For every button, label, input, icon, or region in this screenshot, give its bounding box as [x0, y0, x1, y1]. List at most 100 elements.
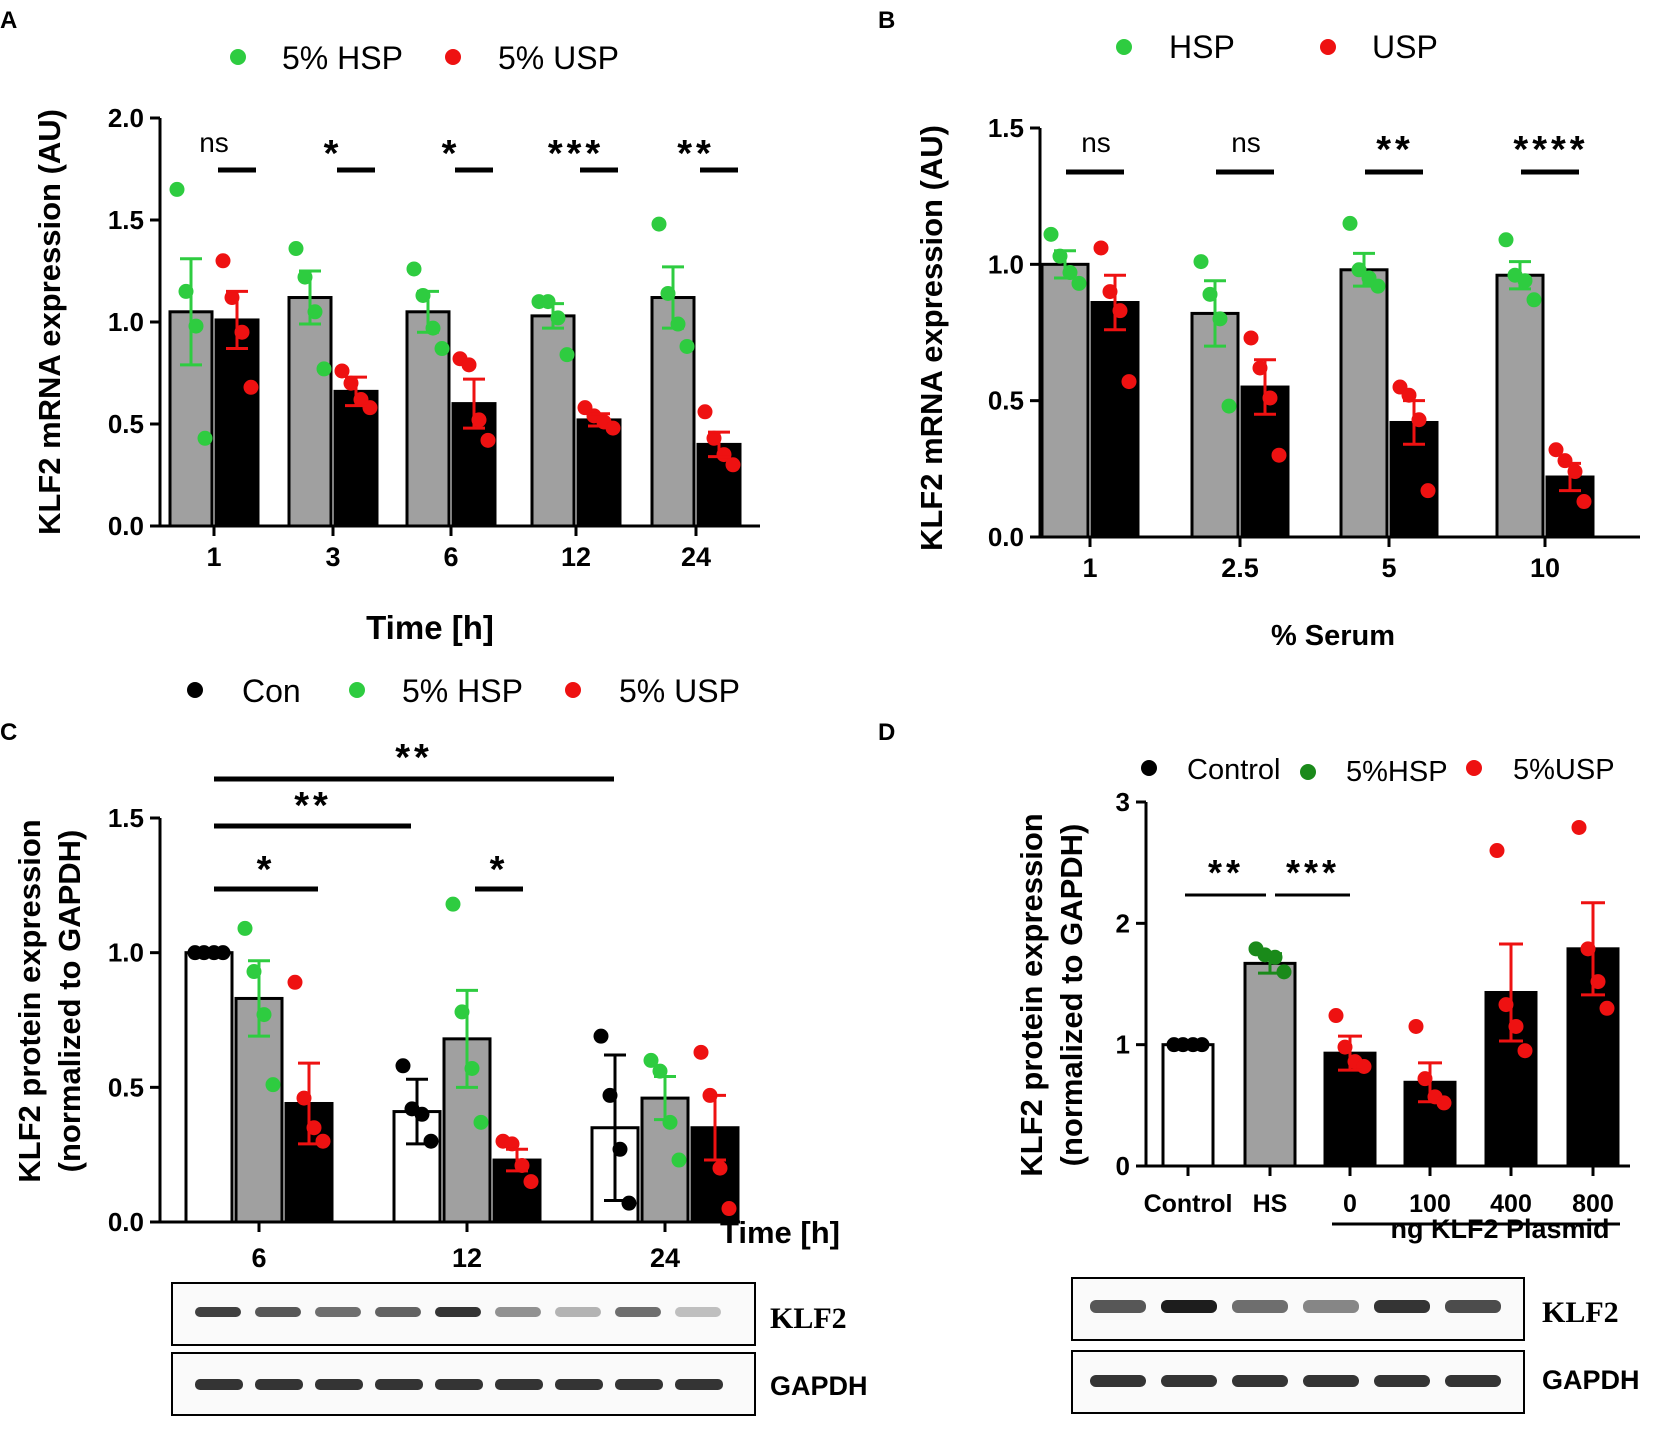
panel-d-chart: Control 5%HSP 5%USP KLF2 protein express…: [1014, 754, 1640, 1414]
data-point: [237, 920, 253, 936]
gapdh-band: [1445, 1375, 1501, 1387]
gapdh-band: [315, 1379, 363, 1390]
x-tick-label: 12: [452, 1243, 482, 1273]
data-point: [1121, 374, 1137, 390]
x-tick-label: 1: [206, 542, 221, 572]
klf2-band: [1232, 1300, 1288, 1313]
data-point: [197, 430, 213, 446]
data-point: [1576, 494, 1592, 510]
y-axis-label-2: (normalized to GAPDH): [52, 830, 87, 1173]
y-axis-label: KLF2 protein expression: [12, 819, 47, 1182]
significance-label: ****: [1513, 129, 1588, 171]
x-axis-label: ng KLF2 Plasmid: [1390, 1214, 1609, 1244]
data-point: [1193, 254, 1209, 270]
klf2-band: [1161, 1300, 1217, 1313]
y-tick-label: 0.0: [108, 511, 144, 541]
legend-label-usp: USP: [1372, 29, 1438, 65]
panel-b-legend: HSP USP: [1116, 29, 1438, 65]
legend-label-control: Control: [1187, 754, 1281, 786]
significance-label: ***: [1286, 852, 1340, 893]
x-axis-label: Time [h]: [366, 609, 494, 646]
y-tick-label: 0.5: [988, 386, 1024, 416]
data-point: [693, 1044, 709, 1060]
blot-label-klf2: KLF2: [770, 1302, 847, 1335]
significance-label: **: [1376, 129, 1414, 171]
panel-a-chart: 5% HSP 5% USP KLF2 mRNA expression (AU) …: [32, 40, 760, 646]
bar-usp: [1090, 301, 1140, 539]
data-point: [1498, 232, 1514, 248]
x-tick-label: 24: [650, 1243, 680, 1273]
bar-5-usp: [576, 418, 622, 528]
data-point: [643, 1052, 659, 1068]
legend-marker-usp: [1466, 760, 1482, 776]
legend-marker-hsp: [1300, 764, 1316, 780]
data-point: [652, 1063, 668, 1079]
panel-a-legend: 5% HSP 5% USP: [230, 40, 619, 76]
data-point: [697, 404, 713, 420]
data-point: [721, 1201, 737, 1217]
data-point: [1517, 1043, 1533, 1059]
x-tick-label: 400: [1490, 1190, 1532, 1218]
bar-control: [1161, 1043, 1215, 1168]
panel-label-a: A: [0, 7, 17, 34]
gapdh-band: [435, 1379, 483, 1390]
gapdh-band: [1303, 1375, 1359, 1387]
panel-label-c: C: [0, 719, 17, 746]
bar-hsp: [1040, 262, 1090, 539]
blot-label-klf2: KLF2: [1542, 1296, 1619, 1329]
y-tick-label: 3: [1116, 787, 1130, 817]
klf2-band: [315, 1307, 361, 1317]
data-point: [1599, 1000, 1615, 1016]
gapdh-band: [1161, 1375, 1217, 1387]
bar-5-hsp: [287, 296, 333, 528]
data-point: [1436, 1095, 1452, 1111]
panel-c-legend: Con 5% HSP 5% USP: [187, 673, 740, 709]
bar-hsp: [1339, 268, 1389, 539]
y-tick-label: 2: [1116, 908, 1130, 938]
data-point: [605, 420, 621, 436]
data-point: [215, 253, 231, 269]
x-tick-label: 800: [1572, 1190, 1614, 1218]
x-tick-label: Control: [1144, 1190, 1233, 1218]
legend-label-hsp: 5% HSP: [282, 40, 403, 76]
significance-label: *: [324, 133, 343, 175]
data-point: [671, 1152, 687, 1168]
significance-label: **: [395, 737, 433, 779]
x-tick-label: 24: [681, 542, 711, 572]
data-point: [712, 1160, 728, 1176]
data-point: [1043, 226, 1059, 242]
klf2-band: [555, 1307, 601, 1317]
data-point: [1356, 1059, 1372, 1075]
data-point: [1276, 964, 1292, 980]
y-axis-label: KLF2 protein expression: [1014, 813, 1049, 1176]
y-tick-label: 1: [1116, 1030, 1130, 1060]
x-tick-label: 6: [251, 1243, 266, 1273]
x-tick-label: 2.5: [1221, 553, 1259, 583]
data-point: [1401, 387, 1417, 403]
y-tick-label: 1.0: [108, 307, 144, 337]
x-tick-label: 100: [1409, 1190, 1451, 1218]
data-point: [362, 400, 378, 416]
klf2-band: [195, 1307, 241, 1317]
data-point: [1548, 442, 1564, 458]
data-point: [1271, 447, 1287, 463]
gapdh-band: [495, 1379, 543, 1390]
y-tick-label: 1.5: [108, 803, 144, 833]
x-tick-label: 3: [325, 542, 340, 572]
legend-label-hsp: 5% HSP: [402, 673, 523, 709]
panel-d-western-blot: KLF2 GAPDH: [1071, 1277, 1640, 1414]
gapdh-band: [675, 1379, 723, 1390]
klf2-band: [675, 1307, 721, 1317]
gapdh-band: [195, 1379, 243, 1390]
data-point: [1526, 292, 1542, 308]
data-point: [523, 1174, 539, 1190]
legend-marker-hsp: [230, 49, 246, 65]
data-point: [243, 379, 259, 395]
klf2-band: [1374, 1300, 1430, 1313]
significance-label: *: [442, 133, 461, 175]
data-point: [504, 1136, 520, 1152]
data-point: [316, 361, 332, 377]
klf2-band: [1445, 1300, 1501, 1313]
gapdh-band: [1374, 1375, 1430, 1387]
